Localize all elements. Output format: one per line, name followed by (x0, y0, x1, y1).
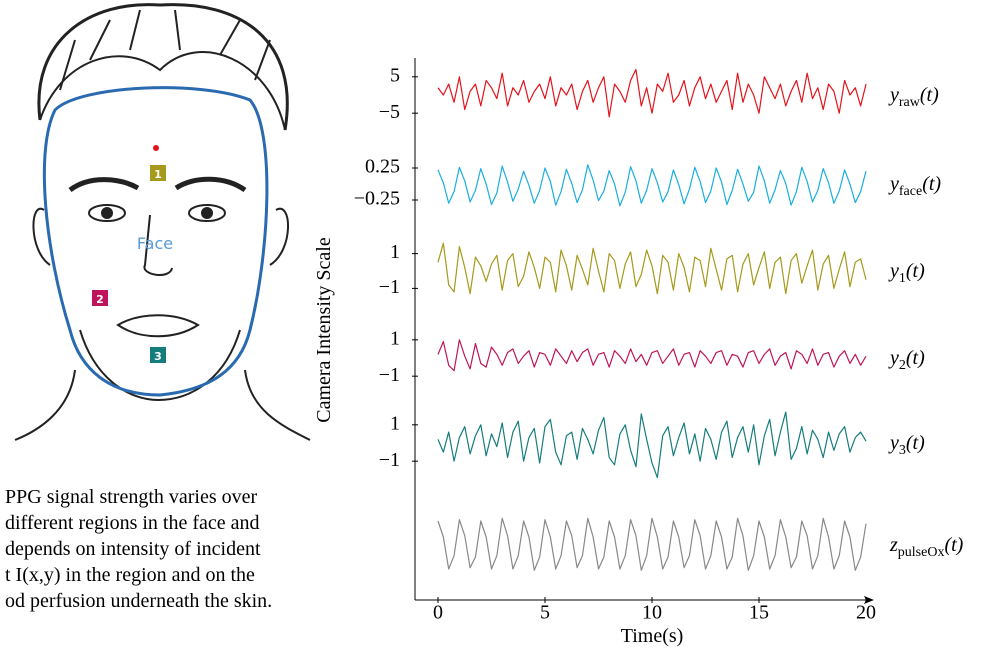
y-tick-label: 5 (390, 64, 400, 86)
series-label: yface(t) (888, 173, 941, 199)
series-label-sub: raw (899, 95, 921, 110)
region-label: 2 (96, 293, 104, 306)
series-label-arg: (t) (906, 432, 925, 454)
y-tick-label: 0.25 (365, 156, 400, 178)
left-pupil (101, 207, 113, 219)
series-label-sub: 3 (899, 443, 906, 458)
series-label: yraw(t) (888, 84, 939, 110)
series-label-sub: 2 (899, 358, 906, 373)
y-tick-label: −1 (379, 276, 400, 298)
right-pupil (201, 207, 213, 219)
series-label-arg: (t) (906, 347, 925, 369)
ears (32, 207, 289, 266)
series-label-base: y (888, 260, 899, 282)
series-label-arg: (t) (944, 534, 963, 556)
x-tick-label: 10 (642, 602, 662, 624)
caption-line: depends on intensity of incident (5, 538, 261, 560)
series-line (437, 242, 867, 295)
neck (14, 369, 311, 441)
jaw (79, 329, 241, 402)
series-label: y1(t) (888, 260, 925, 286)
face-drawing (14, 3, 311, 441)
series-label-base: y (888, 173, 899, 195)
y-tick-label: −1 (379, 364, 400, 386)
mouth (116, 314, 200, 338)
face-label: Face (137, 234, 173, 253)
x-tick-label: 5 (540, 602, 550, 624)
y-tick-label: −0.25 (354, 188, 400, 210)
right-eye (188, 204, 226, 222)
x-axis-title: Time(s) (621, 625, 684, 647)
caption-line: od perfusion underneath the skin. (5, 590, 272, 612)
region-3-box (150, 347, 166, 363)
region-label: 3 (154, 350, 162, 363)
series-line (437, 517, 867, 571)
series-label-arg: (t) (920, 84, 939, 106)
series-label: zpulseOx(t) (889, 534, 964, 560)
nose (143, 214, 173, 276)
y-tick-label: 1 (390, 327, 400, 349)
left-eye (88, 204, 126, 222)
caption: PPG signal strength varies over different… (5, 486, 272, 612)
series-label-arg: (t) (906, 260, 925, 282)
series-label-sub: face (899, 184, 922, 199)
y-tick-label: −1 (379, 449, 400, 471)
y-tick-label: −5 (379, 101, 400, 123)
series-label-base: y (888, 84, 899, 106)
y-tick-label: 1 (390, 412, 400, 434)
caption-line: t I(x,y) in the region and on the (5, 564, 255, 586)
series-label-base: y (888, 347, 899, 369)
y-tick-label: 1 (390, 241, 400, 263)
face-contour (42, 86, 269, 397)
x-tick-label: 20 (856, 602, 876, 624)
region-2-box (92, 290, 108, 306)
eyebrows (68, 176, 247, 193)
series-label-arg: (t) (922, 173, 941, 195)
x-tick-label: 0 (433, 602, 443, 624)
hair-strands (59, 9, 271, 91)
caption-line: different regions in the face and (5, 512, 260, 534)
series-line (437, 339, 867, 372)
y-axis-title: Camera Intensity Scale (313, 237, 335, 423)
hair-outline (37, 3, 289, 131)
series-line (437, 164, 867, 207)
series-line (437, 68, 867, 118)
region-label: 1 (154, 168, 162, 181)
series-line (437, 411, 867, 479)
forehead-dot (153, 145, 159, 151)
region-1-box (150, 165, 166, 181)
x-tick-label: 15 (749, 602, 769, 624)
series-label-base: y (888, 432, 899, 454)
series-label-base: z (889, 534, 898, 556)
series-label: y3(t) (888, 432, 925, 458)
series-label-sub: 1 (899, 271, 906, 286)
hair-line (39, 51, 286, 131)
series-label-sub: pulseOx (898, 545, 945, 560)
series-label: y2(t) (888, 347, 925, 373)
caption-line: PPG signal strength varies over (5, 486, 258, 508)
